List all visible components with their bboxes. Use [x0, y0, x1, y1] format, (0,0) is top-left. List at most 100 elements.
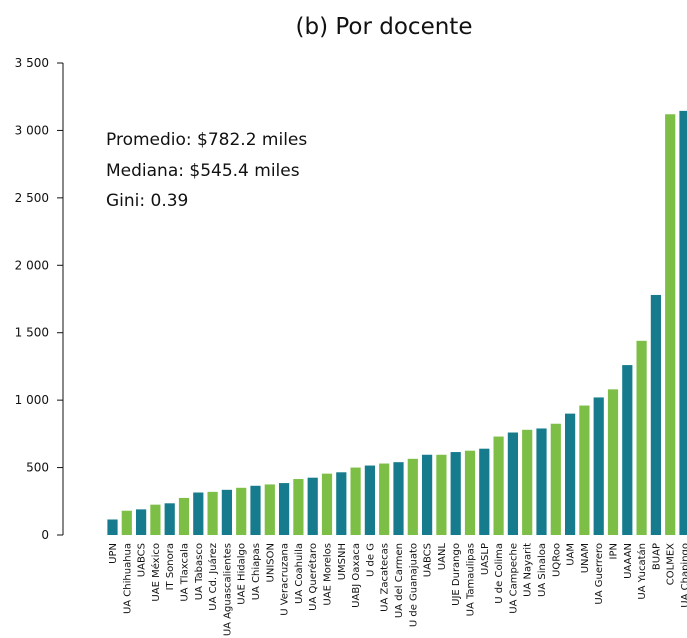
y-tick-label: 1 500: [15, 326, 49, 340]
bar: [636, 340, 647, 535]
bar: [121, 510, 132, 535]
x-tick-label: UASLP: [480, 543, 491, 575]
bar: [522, 429, 533, 535]
bar: [350, 467, 361, 535]
x-tick-label: UA Tabasco: [194, 543, 205, 600]
bar: [579, 405, 590, 535]
x-tick-label: UA Sinaloa: [537, 543, 548, 597]
x-tick-label: UA Zacatecas: [380, 543, 391, 612]
x-tick-label: UA Querétaro: [307, 543, 319, 611]
x-tick-label: U de Guanajuato: [408, 543, 419, 627]
bar: [236, 487, 247, 535]
annotations: Promedio: $782.2 miles Mediana: $545.4 m…: [106, 130, 307, 211]
x-tick-label: UA del Carmen: [394, 543, 405, 618]
chart-title: (b) Por docente: [296, 14, 473, 40]
bar: [464, 450, 476, 535]
x-tick-label: UQRoo: [551, 543, 562, 577]
bar: [279, 483, 290, 535]
y-axis: 0 500 1 000 1 500 2 000 2 500 3 000 3 500: [15, 56, 64, 542]
x-tick-label: BUAP: [651, 543, 662, 570]
x-tick-label: UA Chihuahua: [122, 543, 133, 614]
bar: [493, 436, 504, 535]
y-tick-label: 500: [26, 461, 49, 475]
bar: [650, 294, 661, 535]
x-tick-label: UA Chiapas: [251, 543, 262, 600]
bar: [336, 472, 347, 535]
x-tick-label: UANL: [437, 543, 448, 571]
x-tick-label: UA Guerrero: [594, 543, 605, 605]
x-tick-label: UAAAN: [623, 543, 634, 579]
bar: [565, 413, 576, 535]
bar: [150, 504, 161, 535]
x-tick-label: U Veracruzana: [280, 543, 291, 616]
bar: [550, 423, 561, 535]
x-tick-label: UJE Durango: [451, 543, 462, 606]
annotation-median: Mediana: $545.4 miles: [106, 161, 300, 181]
bar: [593, 397, 604, 535]
x-tick-label: UNAM: [580, 543, 591, 573]
bar: [436, 454, 447, 535]
x-axis-labels: UPN UA Chihuahua UABCS UAE México IT Sonora U…: [108, 543, 687, 637]
x-tick-label: IT Sonora: [165, 543, 176, 590]
y-tick-label: 3 500: [15, 56, 49, 70]
bar: [307, 477, 318, 535]
x-tick-label: UABCS: [423, 543, 434, 577]
bar: [221, 489, 232, 535]
bar: [450, 452, 461, 535]
bar: [536, 428, 547, 535]
bar: [178, 497, 190, 535]
bar: [622, 365, 633, 535]
bar: [250, 485, 261, 535]
bar: [407, 458, 418, 535]
bar: [364, 465, 375, 535]
x-tick-label: UPN: [108, 543, 119, 564]
x-tick-label: UAM: [566, 543, 577, 566]
x-tick-label: UNISON: [265, 543, 276, 582]
x-tick-label: UA Coahuila: [294, 543, 305, 604]
x-tick-label: UA Campeche: [508, 543, 519, 614]
bar: [422, 454, 433, 535]
x-tick-label: UA Chapingo: [680, 543, 687, 608]
y-tick-label: 0: [41, 528, 49, 542]
bar: [164, 503, 175, 535]
bar: [665, 114, 676, 535]
x-tick-label: UA Nayarit: [523, 543, 534, 597]
bar: [264, 484, 275, 535]
x-tick-label: UA Tlaxcala: [180, 543, 191, 602]
x-tick-label: UA Cd. Juárez: [207, 543, 219, 611]
x-tick-label: UAE Morelos: [323, 543, 334, 606]
x-tick-label: IPN: [609, 543, 620, 559]
bar: [379, 463, 390, 535]
bar: [479, 448, 490, 535]
annotation-gini: Gini: 0.39: [106, 191, 188, 211]
bar: [107, 519, 118, 535]
x-tick-label: U de G: [365, 543, 376, 577]
x-tick-label: UABCS: [137, 543, 148, 577]
x-tick-label: UA Yucatán: [636, 543, 648, 600]
bar: [321, 473, 333, 535]
x-tick-label: UA Aguascalientes: [222, 543, 233, 636]
annotation-mean: Promedio: $782.2 miles: [106, 130, 307, 150]
bar: [136, 509, 147, 535]
y-tick-label: 1 000: [15, 393, 49, 407]
x-tick-label: UAE México: [150, 543, 162, 602]
x-tick-label: UAE Hidalgo: [237, 543, 248, 605]
bar: [679, 110, 687, 536]
x-tick-label: COLMEX: [666, 543, 677, 585]
bar: [507, 432, 518, 535]
y-tick-label: 2 000: [15, 258, 49, 272]
bar: [193, 492, 204, 535]
bar: [393, 462, 404, 535]
bar: [607, 389, 619, 535]
x-tick-label: UA Tamaulipas: [466, 543, 477, 616]
x-tick-label: UABJ Oaxaca: [351, 543, 362, 608]
bars: [107, 110, 687, 536]
bar: [207, 491, 218, 535]
x-tick-label: UMSNH: [337, 543, 348, 580]
x-tick-label: U de Colima: [494, 543, 505, 604]
y-tick-label: 3 000: [15, 123, 49, 137]
y-tick-label: 2 500: [15, 191, 49, 205]
bar: [293, 479, 304, 535]
